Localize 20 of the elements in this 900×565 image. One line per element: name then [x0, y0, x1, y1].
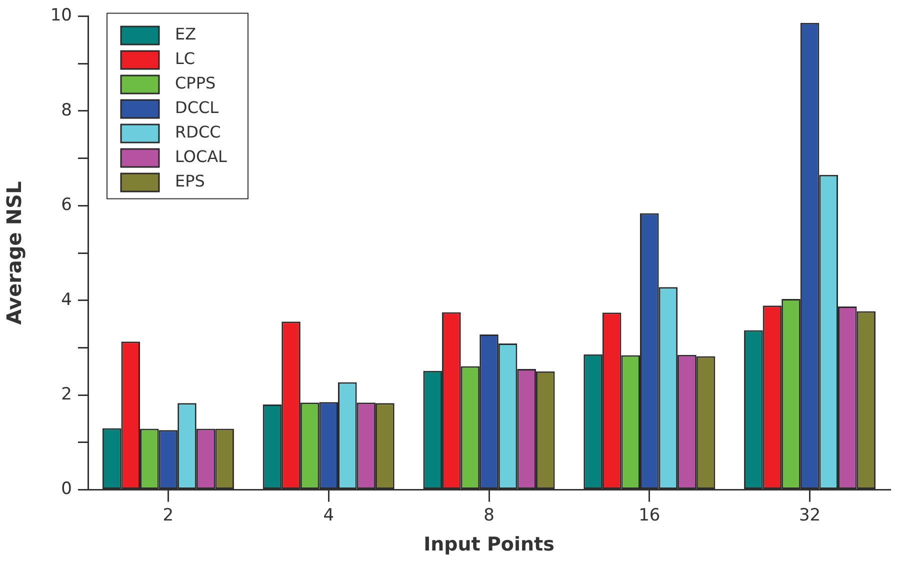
legend-label: CPPS [175, 74, 216, 93]
legend-label: LOCAL [175, 147, 228, 166]
legend-label: EPS [175, 172, 205, 191]
legend-label: RDCC [175, 122, 221, 142]
legend-label: DCCL [175, 98, 219, 118]
y-tick-label: 6 [61, 195, 72, 216]
x-axis-title: Input Points [424, 534, 554, 556]
y-tick-label: 2 [61, 384, 72, 404]
x-tick-label: 8 [484, 505, 494, 526]
x-tick-label: 32 [798, 505, 821, 526]
x-tick-label: 4 [323, 505, 334, 526]
legend-label: EZ [175, 24, 196, 44]
y-tick-label: 8 [61, 100, 72, 120]
y-axis-title: Average NSL [2, 181, 26, 325]
y-tick-label: 10 [50, 6, 72, 26]
x-tick-label: 16 [638, 505, 660, 526]
legend-label: LC [175, 49, 196, 68]
x-tick-label: 2 [162, 505, 174, 526]
y-tick-label: 4 [61, 290, 72, 310]
y-tick-label: 0 [61, 479, 72, 500]
